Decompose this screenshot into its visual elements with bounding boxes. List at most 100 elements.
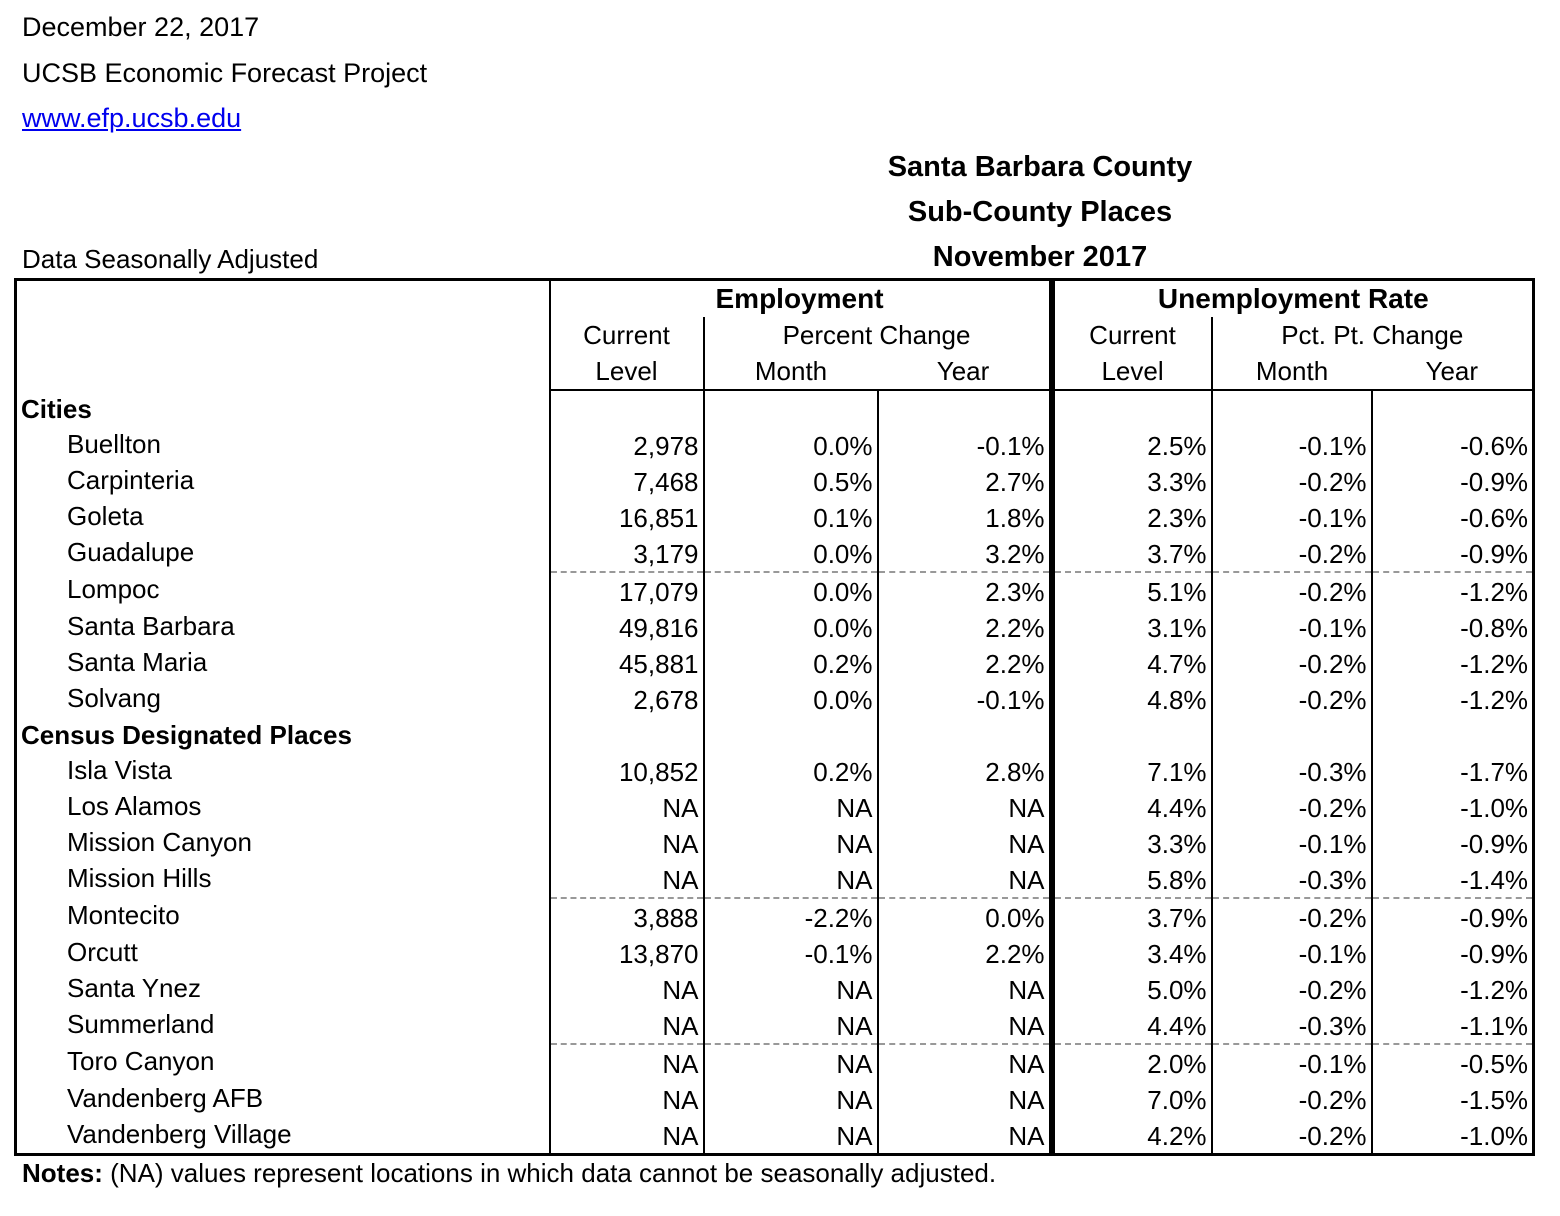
unemployment-rate-cell: 2.5%: [1048, 427, 1212, 463]
notes: Notes: (NA) values represent locations i…: [22, 1156, 996, 1190]
table-title: Santa Barbara County: [887, 151, 1193, 183]
website-link[interactable]: www.efp.ucsb.edu: [22, 101, 241, 135]
place-name: Carpinteria: [67, 465, 195, 495]
unemployment-year-change-cell: -0.6%: [1370, 499, 1534, 535]
unemployment-month-change-cell: -0.1%: [1210, 1043, 1372, 1081]
emp-month-header: Month: [702, 353, 878, 391]
table-period: November 2017: [932, 241, 1148, 273]
employment-month-change-cell: NA: [702, 825, 878, 861]
employment-year-change-cell: 2.2%: [876, 645, 1052, 681]
table-row: Guadalupe 3,179 0.0% 3.2% 3.7% -0.2% -0.9%: [16, 535, 1534, 572]
unemployment-rate-cell: 5.8%: [1048, 861, 1212, 898]
unemployment-month-change-cell: -0.1%: [1210, 609, 1372, 645]
notes-label: Notes:: [22, 1158, 103, 1188]
seasonal-adjustment-label: Data Seasonally Adjusted: [22, 244, 319, 274]
employment-level-cell: 10,852: [548, 753, 704, 789]
unemployment-rate-cell: 4.7%: [1048, 645, 1212, 681]
unemployment-month-change-cell: -0.2%: [1210, 1117, 1372, 1155]
section-empty-cell: [548, 390, 704, 427]
unemployment-year-change-cell: -0.9%: [1370, 463, 1534, 499]
place-name: Santa Barbara: [67, 611, 235, 641]
table-row: Vandenberg Village NA NA NA 4.2% -0.2% -1.0%: [16, 1117, 1534, 1155]
section-empty-cell: [548, 717, 704, 753]
employment-level-cell: NA: [548, 1117, 704, 1155]
employment-year-change-cell: 3.2%: [876, 535, 1052, 572]
employment-level-cell: NA: [548, 1081, 704, 1117]
place-name: Vandenberg Village: [67, 1119, 292, 1149]
employment-month-change-cell: -0.1%: [702, 935, 878, 971]
place-name: Buellton: [67, 429, 161, 459]
unemployment-month-change-cell: -0.3%: [1210, 753, 1372, 789]
employment-month-change-cell: 0.1%: [702, 499, 878, 535]
unemployment-rate-cell: 3.1%: [1048, 609, 1212, 645]
unemployment-year-change-cell: -1.5%: [1370, 1081, 1534, 1117]
unemployment-month-change-cell: -0.2%: [1210, 681, 1372, 717]
header-empty: [16, 317, 550, 353]
place-name: Los Alamos: [67, 791, 202, 821]
table-row: Santa Barbara 49,816 0.0% 2.2% 3.1% -0.1% -0.8…: [16, 609, 1534, 645]
section-empty-cell: [1048, 390, 1212, 427]
section-empty-cell: [876, 390, 1052, 427]
report-date: December 22, 2017: [22, 12, 260, 42]
employment-month-change-cell: 0.5%: [702, 463, 878, 499]
unemployment-year-change-cell: -0.9%: [1370, 535, 1534, 572]
table-row: Lompoc 17,079 0.0% 2.3% 5.1% -0.2% -1.2%: [16, 571, 1534, 609]
employment-year-change-cell: -0.1%: [876, 427, 1052, 463]
place-name: Vandenberg AFB: [67, 1083, 264, 1113]
table-row: Orcutt 13,870 -0.1% 2.2% 3.4% -0.1% -0.9%: [16, 935, 1534, 971]
employment-level-cell: NA: [548, 1043, 704, 1081]
unemployment-month-change-cell: -0.1%: [1210, 499, 1372, 535]
organization-name: UCSB Economic Forecast Project: [22, 58, 428, 88]
employment-year-change-cell: NA: [876, 971, 1052, 1007]
unemployment-month-change-cell: -0.2%: [1210, 571, 1372, 609]
unemployment-month-change-cell: -0.2%: [1210, 645, 1372, 681]
data-table: Employment Unemployment Rate Current Per…: [14, 278, 1536, 1156]
unemployment-rate-cell: 5.0%: [1048, 971, 1212, 1007]
table-row: Goleta 16,851 0.1% 1.8% 2.3% -0.1% -0.6%: [16, 499, 1534, 535]
table-row: Carpinteria 7,468 0.5% 2.7% 3.3% -0.2% -0.9%: [16, 463, 1534, 499]
section-label: Cities: [21, 393, 92, 424]
employment-month-change-cell: 0.0%: [702, 681, 878, 717]
section-label: Census Designated Places: [21, 720, 352, 750]
unemployment-year-change-cell: -1.2%: [1370, 571, 1534, 609]
unemployment-month-change-cell: -0.2%: [1210, 971, 1372, 1007]
table-row: Mission Hills NA NA NA 5.8% -0.3% -1.4%: [16, 861, 1534, 898]
employment-year-change-cell: -0.1%: [876, 681, 1052, 717]
employment-level-cell: NA: [548, 825, 704, 861]
website-url[interactable]: www.efp.ucsb.edu: [22, 103, 242, 133]
table-row: Santa Maria 45,881 0.2% 2.2% 4.7% -0.2% -1.2%: [16, 645, 1534, 681]
section-empty-cell: [876, 717, 1052, 753]
emp-year-header: Year: [877, 353, 1052, 391]
unemployment-month-change-cell: -0.1%: [1210, 935, 1372, 971]
ur-pct-pt-change-header: Pct. Pt. Change: [1210, 317, 1534, 353]
employment-year-change-cell: 1.8%: [876, 499, 1052, 535]
unemployment-month-change-cell: -0.1%: [1210, 825, 1372, 861]
header-empty: [16, 280, 550, 318]
unemployment-rate-cell: 4.2%: [1048, 1117, 1212, 1155]
place-name: Santa Maria: [67, 647, 208, 677]
table-row: Solvang 2,678 0.0% -0.1% 4.8% -0.2% -1.2%: [16, 681, 1534, 717]
unemployment-year-change-cell: -1.4%: [1370, 861, 1534, 898]
place-name: Lompoc: [67, 574, 160, 604]
unemployment-year-change-cell: -0.5%: [1370, 1043, 1534, 1081]
employment-level-cell: NA: [548, 789, 704, 825]
place-name: Solvang: [67, 683, 161, 713]
unemployment-year-change-cell: -1.7%: [1370, 753, 1534, 789]
unemployment-month-change-cell: -0.2%: [1210, 535, 1372, 572]
employment-level-cell: NA: [548, 1007, 704, 1044]
unemployment-month-change-cell: -0.3%: [1210, 1007, 1372, 1044]
employment-level-cell: 16,851: [548, 499, 704, 535]
unemployment-rate-cell: 3.7%: [1048, 897, 1212, 935]
employment-year-change-cell: 2.2%: [876, 935, 1052, 971]
employment-year-change-cell: NA: [876, 825, 1052, 861]
employment-year-change-cell: NA: [876, 1007, 1052, 1044]
employment-month-change-cell: NA: [702, 1117, 878, 1155]
employment-level-cell: 3,179: [548, 535, 704, 572]
table-row: Vandenberg AFB NA NA NA 7.0% -0.2% -1.5%: [16, 1081, 1534, 1117]
place-name: Goleta: [67, 501, 144, 531]
employment-year-change-cell: 2.8%: [876, 753, 1052, 789]
place-name: Orcutt: [67, 937, 138, 967]
unemployment-year-change-cell: -1.2%: [1370, 681, 1534, 717]
employment-level-cell: 17,079: [548, 571, 704, 609]
section-empty-cell: [1370, 390, 1534, 427]
